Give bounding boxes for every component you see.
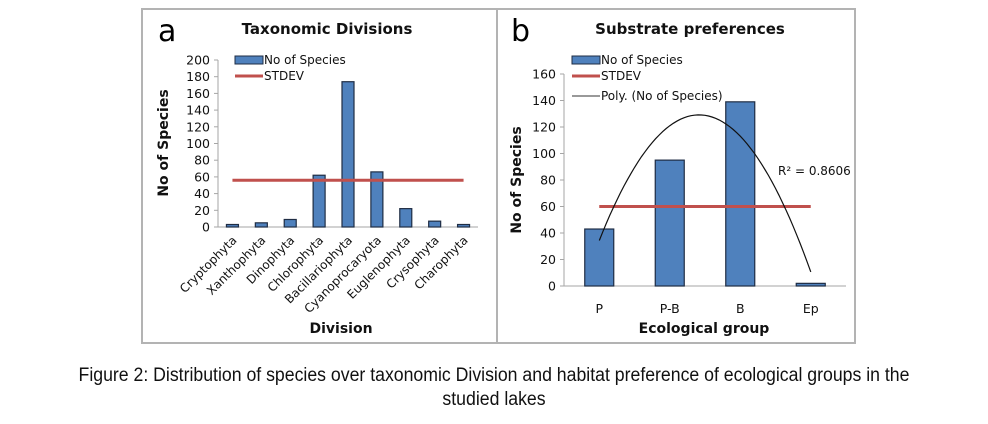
y-tick-label: 200: [186, 53, 210, 68]
legend-label-stdev: STDEV: [264, 69, 305, 83]
r-squared-annotation: R² = 0.8606: [778, 164, 851, 178]
legend-swatch-bar: [571, 55, 601, 65]
bar: [795, 282, 826, 287]
chart-b-xlabel: Ecological group: [639, 321, 770, 337]
y-tick-label: 20: [540, 252, 556, 267]
bar: [312, 174, 326, 228]
chart-a-title: Taxonomic Divisions: [242, 20, 413, 38]
x-tick-label: P-B: [660, 301, 680, 316]
y-tick-label: 0: [202, 220, 210, 235]
x-tick-label: B: [736, 301, 745, 316]
legend-label-bar: No of Species: [264, 53, 346, 67]
y-tick-label: 120: [532, 120, 556, 135]
y-tick-label: 100: [186, 136, 210, 151]
panel-label-a: a: [158, 14, 176, 49]
bar: [283, 218, 297, 228]
caption-line-2: studied lakes: [442, 389, 546, 410]
bar: [341, 81, 355, 228]
chart-b: b Substrate preferences No of Species ST…: [509, 14, 851, 337]
y-tick-label: 160: [532, 67, 556, 82]
y-tick-label: 60: [540, 199, 556, 214]
chart-b-title: Substrate preferences: [595, 20, 785, 38]
bar: [254, 222, 268, 228]
panel-label-b: b: [511, 14, 530, 49]
bar: [725, 101, 756, 287]
caption-line-1: Figure 2: Distribution of species over t…: [78, 365, 910, 386]
bar: [399, 208, 413, 228]
legend-label-bar: No of Species: [601, 53, 683, 67]
bar: [584, 228, 615, 287]
figure-caption: Figure 2: Distribution of species over t…: [35, 364, 954, 412]
chart-a-legend: No of Species STDEV: [234, 53, 346, 83]
bar: [225, 223, 240, 228]
y-tick-label: 60: [194, 169, 210, 184]
y-tick-label: 120: [186, 119, 210, 134]
legend-label-poly: Poly. (No of Species): [601, 89, 723, 103]
x-tick-label: P: [595, 301, 603, 316]
chart-b-ylabel: No of Species: [509, 126, 525, 233]
y-tick-label: 0: [548, 279, 556, 294]
bar: [654, 159, 685, 287]
chart-a-ylabel: No of Species: [156, 89, 172, 196]
y-tick-label: 160: [186, 86, 210, 101]
x-tick-label: Ep: [803, 301, 819, 316]
y-tick-label: 80: [540, 173, 556, 188]
chart-a-xlabel: Division: [309, 321, 372, 337]
legend-label-stdev: STDEV: [601, 69, 642, 83]
bar: [428, 220, 442, 228]
bar: [370, 171, 384, 228]
chart-b-legend: No of Species STDEV Poly. (No of Species…: [571, 53, 723, 103]
y-tick-label: 140: [532, 93, 556, 108]
y-tick-label: 180: [186, 69, 210, 84]
y-tick-label: 140: [186, 103, 210, 118]
y-tick-label: 40: [540, 226, 556, 241]
y-tick-label: 20: [194, 203, 210, 218]
bar: [456, 223, 471, 228]
poly-trendline: [598, 114, 812, 273]
y-tick-label: 100: [532, 146, 556, 161]
legend-swatch-bar: [234, 55, 264, 65]
y-tick-label: 80: [194, 153, 210, 168]
y-tick-label: 40: [194, 186, 210, 201]
